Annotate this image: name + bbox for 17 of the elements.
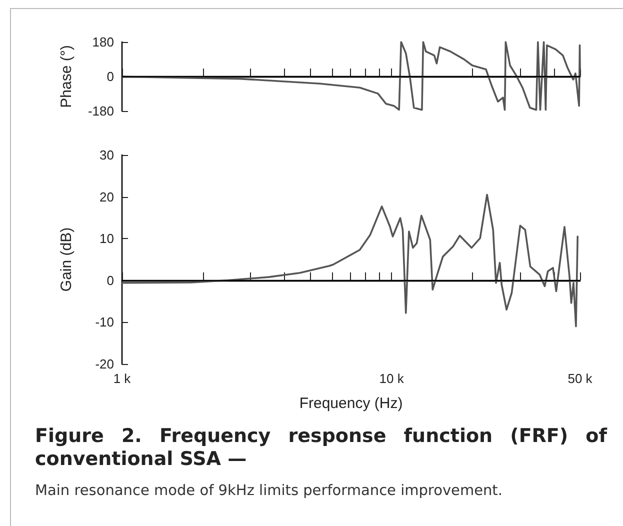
x-tick-label: 1 k — [113, 371, 132, 386]
x-axis-title: Frequency (Hz) — [299, 395, 403, 412]
y-tick-label: -20 — [95, 356, 114, 372]
y-tick-label: -180 — [88, 104, 114, 118]
x-tick-label: 10 k — [379, 371, 404, 386]
y-axis-title: Gain (dB) — [58, 227, 75, 292]
y-tick-label: 0 — [106, 69, 114, 84]
x-tick-label: 50 k — [568, 371, 593, 386]
y-tick-label: 20 — [100, 189, 114, 204]
y-tick-label: 0 — [106, 272, 114, 288]
y-tick-label: 180 — [92, 34, 114, 50]
y-tick-label: 30 — [100, 148, 114, 162]
y-tick-label: -10 — [95, 314, 114, 330]
text: Main resonance mode of 9kHz limits performance improvement. — [35, 483, 504, 499]
y-axis-title: Phase (°) — [58, 45, 75, 108]
caption: Figure 2. Frequency response function (FRF) of conventional SSA — — [35, 425, 607, 471]
y-tick-label: 10 — [100, 231, 114, 246]
